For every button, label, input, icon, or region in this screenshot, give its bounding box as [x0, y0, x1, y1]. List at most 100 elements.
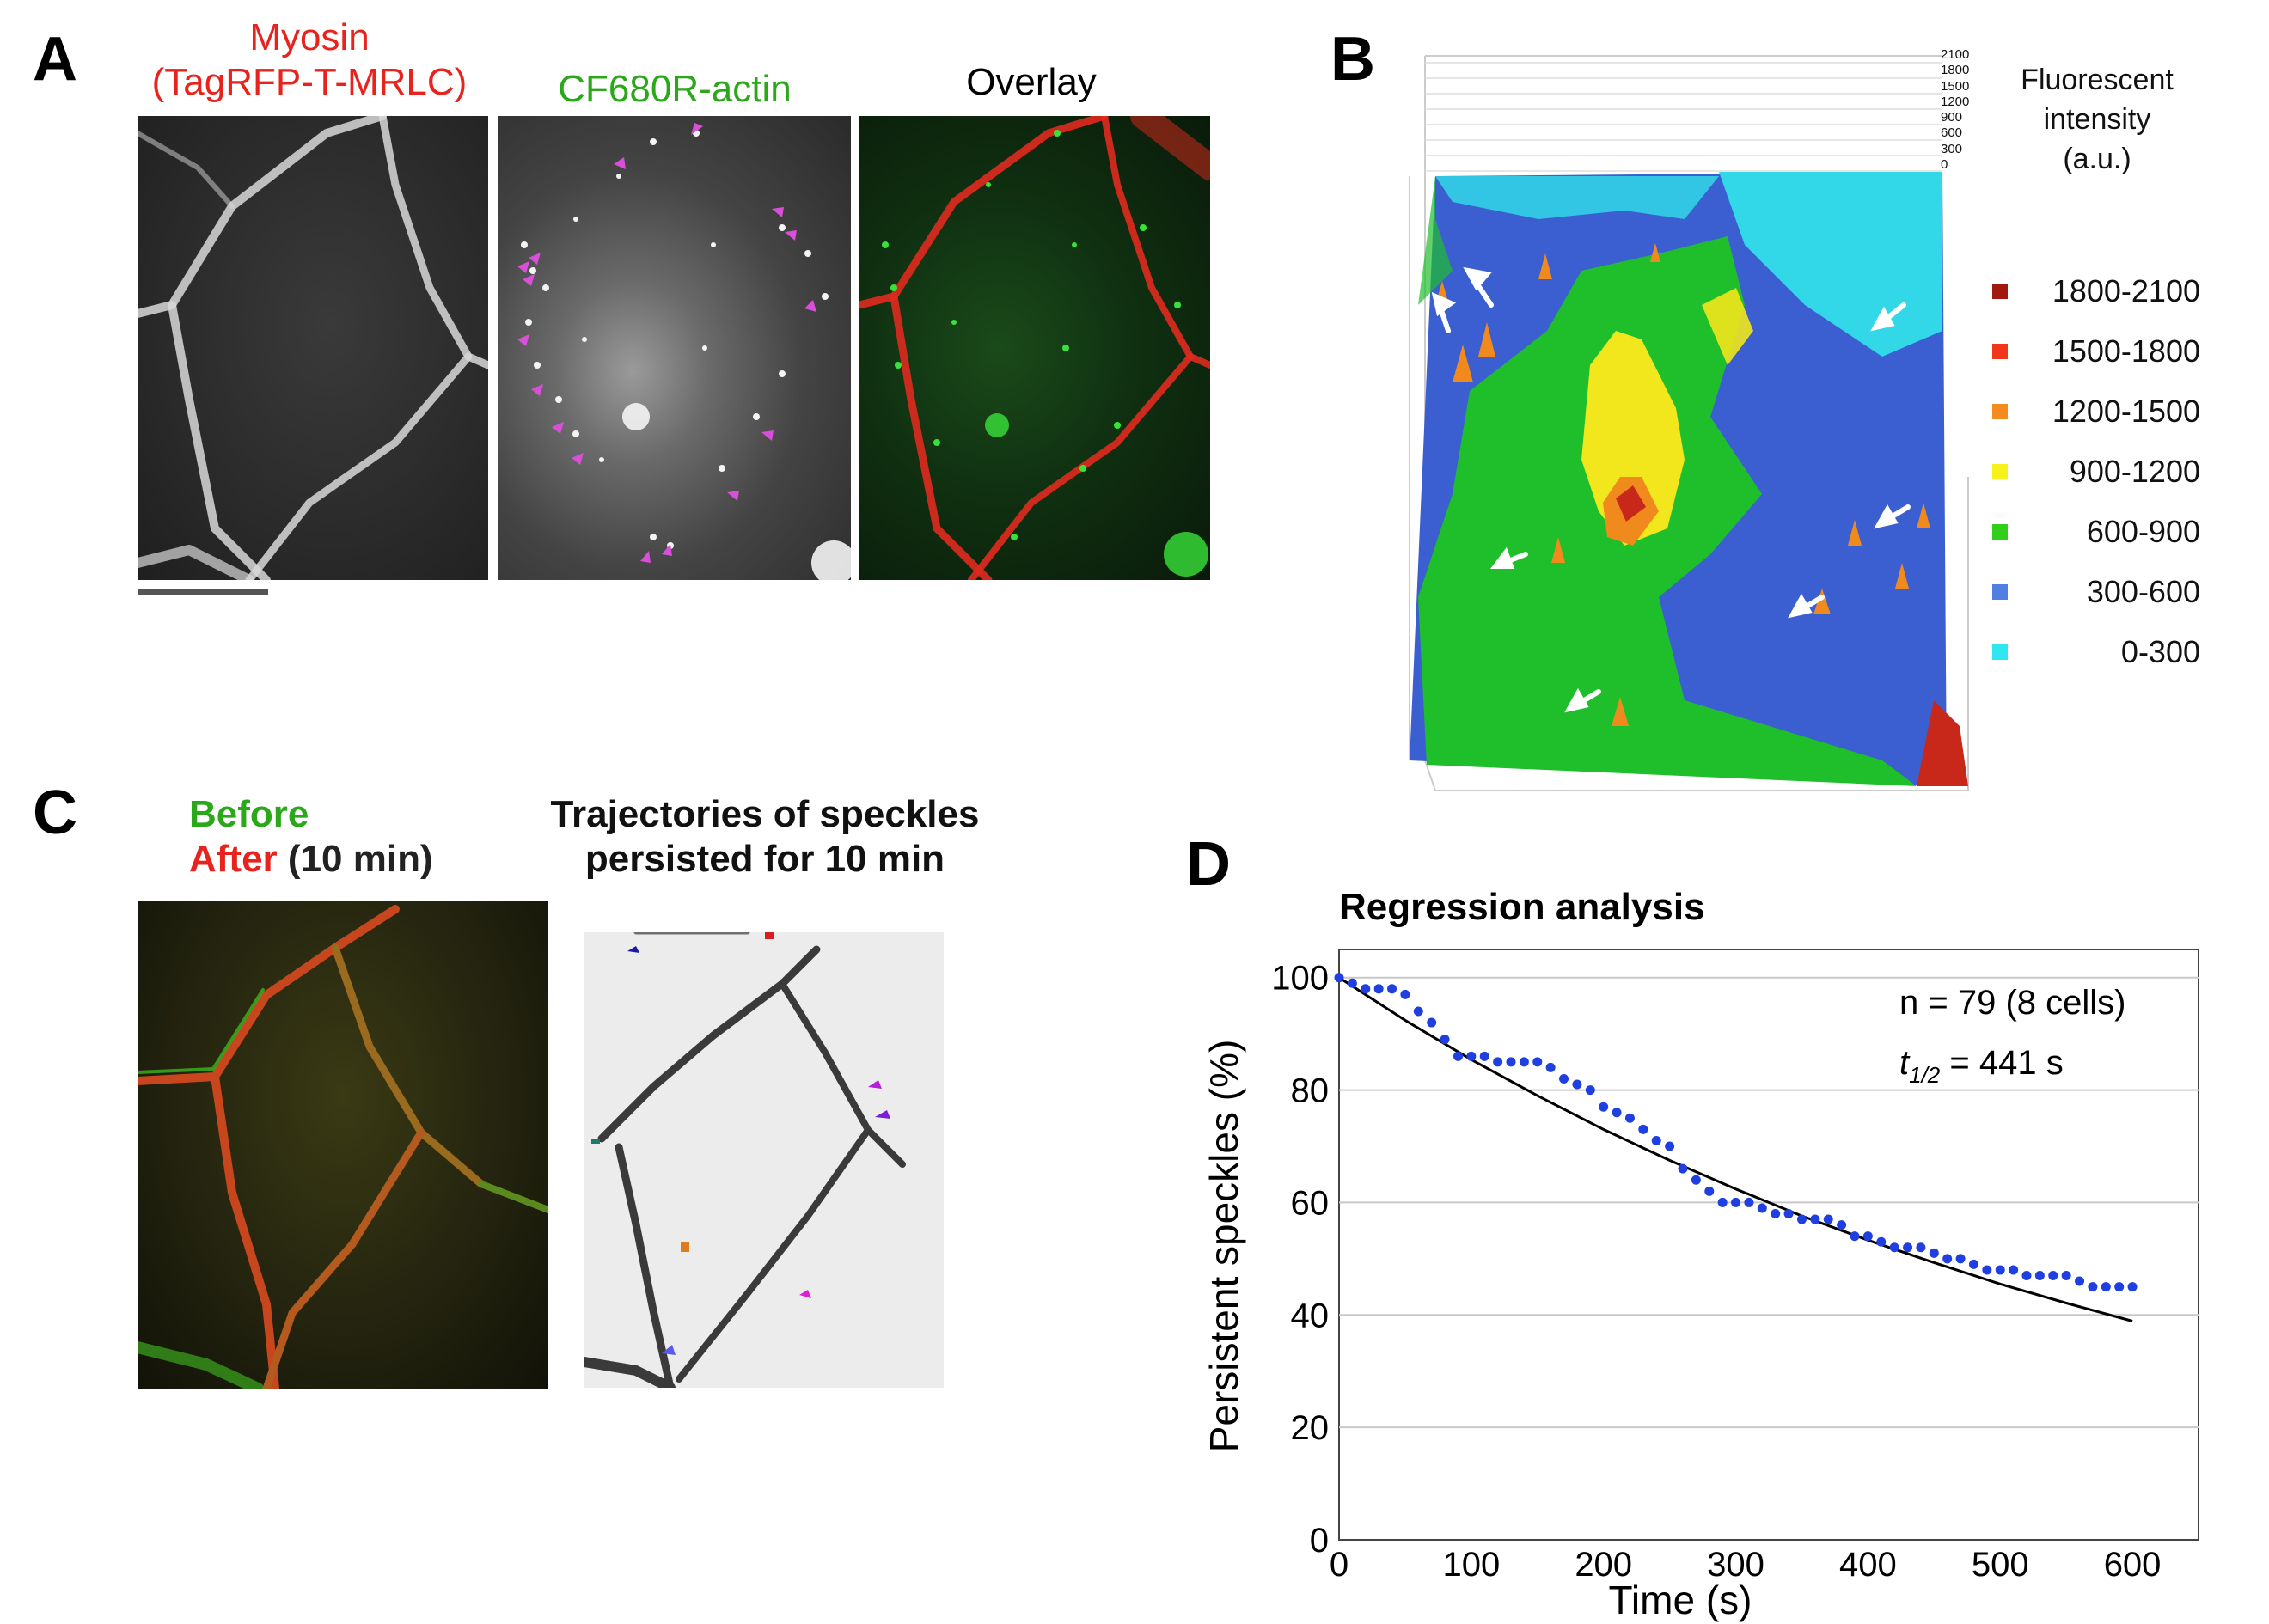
x-tick-label: 200 — [1575, 1546, 1632, 1584]
overlay-cells — [859, 116, 1210, 580]
n-annotation: n = 79 (8 cells) — [1899, 984, 2125, 1022]
z-tick: 2100 — [1941, 47, 1970, 62]
legend-swatch — [1992, 344, 2008, 359]
data-point — [1744, 1197, 1754, 1207]
data-point — [2127, 1282, 2138, 1292]
t-half-subscript: 1/2 — [1909, 1062, 1941, 1088]
surface-plot — [1401, 47, 1994, 803]
y-tick-label: 40 — [1291, 1297, 1330, 1334]
data-point — [1400, 989, 1410, 999]
legend-item: 900-1200 — [1992, 454, 2200, 490]
legend-item: 300-600 — [1992, 574, 2200, 610]
data-point — [1862, 1231, 1873, 1242]
data-point — [2088, 1282, 2098, 1292]
data-point — [1942, 1254, 1953, 1264]
y-tick-label: 80 — [1291, 1072, 1330, 1110]
myosin-cell-outlines — [138, 116, 488, 580]
x-tick-label: 400 — [1839, 1546, 1897, 1584]
z-tick: 1200 — [1941, 94, 1970, 109]
legend-item: 600-900 — [1992, 514, 2200, 550]
data-point — [1347, 978, 1357, 988]
chart-title: Regression analysis — [1339, 886, 1705, 928]
data-point — [1559, 1073, 1569, 1084]
data-point — [1572, 1079, 1582, 1090]
overlay-image — [859, 116, 1210, 580]
panel-a-label: A — [33, 25, 77, 94]
data-point — [2009, 1265, 2019, 1275]
trajectories-title-line2: persisted for 10 min — [584, 838, 945, 880]
data-point — [1373, 984, 1384, 994]
data-point — [1493, 1057, 1503, 1067]
legend-label: 0-300 — [2120, 634, 2200, 669]
data-point — [1532, 1057, 1543, 1067]
data-point — [1479, 1051, 1489, 1061]
legend-item: 1800-2100 — [1992, 273, 2200, 309]
z-tick: 0 — [1941, 157, 1948, 173]
legend-swatch — [1992, 524, 2008, 540]
y-tick-label: 100 — [1271, 960, 1329, 998]
overlay-title: Overlay — [966, 61, 1097, 103]
data-point — [1585, 1085, 1595, 1096]
data-point — [1823, 1214, 1833, 1224]
y-tick-label: 0 — [1310, 1522, 1329, 1560]
data-point — [1810, 1214, 1820, 1224]
data-point — [1466, 1051, 1477, 1061]
data-point — [1599, 1102, 1609, 1112]
data-point — [2034, 1270, 2045, 1280]
x-tick-label: 100 — [1442, 1546, 1500, 1584]
data-point — [1955, 1254, 1966, 1264]
data-point — [2061, 1270, 2071, 1280]
myosin-title: Myosin (TagRFP-T-MRLC) — [120, 15, 498, 105]
legend-swatch — [1992, 404, 2008, 419]
data-point — [1717, 1197, 1728, 1207]
legend-swatch — [1992, 584, 2008, 600]
after-suffix: (10 min) — [277, 838, 433, 880]
data-point — [1624, 1113, 1635, 1123]
x-tick-label: 300 — [1707, 1546, 1764, 1584]
data-point — [1638, 1124, 1648, 1134]
legend-label: 600-900 — [2086, 514, 2200, 549]
data-point — [1796, 1214, 1807, 1224]
z-tick: 300 — [1941, 141, 1963, 156]
legend-swatch — [1992, 644, 2008, 660]
y-tick-label: 60 — [1291, 1184, 1330, 1222]
data-point — [1665, 1141, 1675, 1151]
plot-frame — [1338, 949, 2199, 1541]
before-label: Before — [189, 793, 309, 835]
trajectories-image — [584, 932, 944, 1388]
legend-title-line1: Fluorescent — [2021, 64, 2174, 96]
scale-bar — [138, 589, 268, 595]
panel-d-label: D — [1186, 830, 1231, 899]
data-point — [1876, 1236, 1887, 1247]
data-point — [2021, 1270, 2032, 1280]
data-point — [1361, 984, 1371, 994]
z-tick: 1800 — [1941, 63, 1970, 78]
legend-swatch — [1992, 464, 2008, 479]
x-tick-label: 500 — [1972, 1546, 2029, 1584]
legend-item: 0-300 — [1992, 634, 2200, 670]
legend-label: 1500-1800 — [2052, 333, 2200, 369]
data-point — [1678, 1163, 1688, 1174]
z-tick: 900 — [1941, 110, 1963, 125]
z-tick: 1500 — [1941, 78, 1970, 94]
data-point — [1334, 973, 1344, 983]
data-point — [1731, 1197, 1741, 1207]
myosin-image — [138, 116, 488, 580]
data-point — [2075, 1276, 2085, 1286]
y-axis-label: Persistent speckles (%) — [1202, 1040, 1246, 1453]
data-point — [1757, 1203, 1767, 1213]
data-point — [2048, 1270, 2058, 1280]
x-axis-label: Time (s) — [1609, 1578, 1752, 1622]
data-point — [1916, 1242, 1926, 1253]
actin-speckles — [517, 123, 851, 580]
myosin-title-line2: (TagRFP-T-MRLC) — [151, 61, 468, 103]
x-tick-label: 0 — [1330, 1546, 1349, 1584]
legend-swatch — [1992, 284, 2008, 299]
y-tick-label: 20 — [1291, 1409, 1330, 1447]
data-point — [1545, 1062, 1556, 1072]
legend-title-line3: (a.u.) — [2063, 143, 2131, 175]
data-point — [1427, 1017, 1437, 1028]
legend-label: 1200-1500 — [2052, 394, 2200, 429]
regression-chart: Regression analysis 0 20 40 60 80 100 0 100 200… — [1202, 886, 2199, 1622]
data-point — [1995, 1265, 2005, 1275]
